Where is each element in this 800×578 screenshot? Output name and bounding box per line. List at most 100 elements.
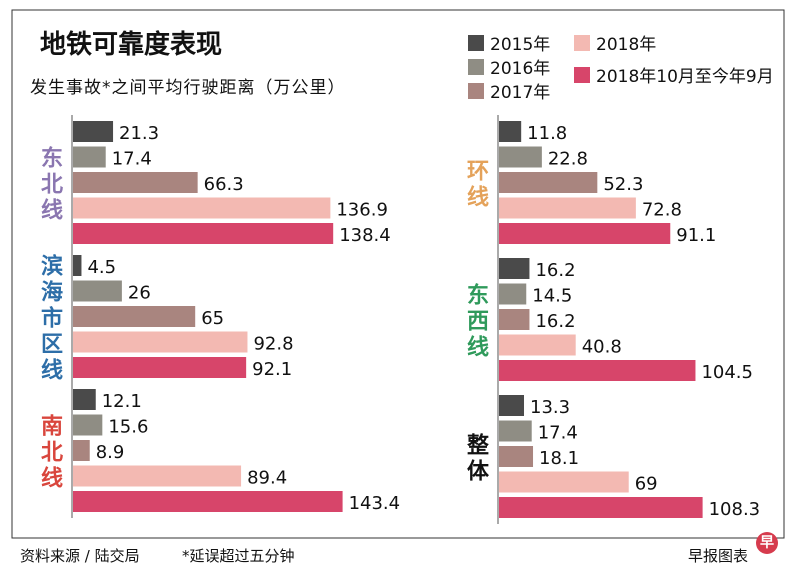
bar-value-label: 92.1 [252,359,292,380]
group-label-char: 线 [41,198,63,224]
group-label-char: 线 [41,466,63,492]
bar [499,334,576,356]
bar-value-label: 17.4 [112,149,152,170]
bar [73,465,242,487]
bar [499,283,527,305]
zaobao-logo: 早 [756,532,778,554]
credit: 早报图表 [688,547,749,565]
bar-value-label: 143.4 [349,493,401,514]
bar [73,357,247,378]
bar [73,414,103,436]
group-label-char: 整 [467,433,489,459]
bar-group: 16.2 14.5 16.2 40.8 104.5 东西线 [467,258,753,383]
bar-value-label: 69 [635,474,658,495]
bar [73,146,106,168]
group-label-char: 海 [41,280,63,306]
group-label-char: 东 [41,146,63,172]
bar [499,309,530,330]
legend-label: 2015年 [490,35,551,55]
bar [499,420,532,442]
group-label-char: 北 [41,441,63,466]
legend-2018: 2018年 [574,30,656,55]
bar-value-label: 52.3 [603,174,643,195]
bar [73,223,334,244]
bar-value-label: 66.3 [204,174,244,195]
bar-value-label: 92.8 [253,334,293,355]
group-label-char: 市 [41,306,63,332]
bar-value-label: 91.1 [676,225,716,246]
bar-value-label: 21.3 [119,123,159,144]
bar-value-label: 104.5 [701,362,753,383]
bar-value-label: 18.1 [539,448,579,469]
bar [499,223,671,244]
bar-value-label: 16.2 [535,260,575,281]
bar-group: 12.1 15.6 8.9 89.4 143.4 南北线 [41,389,400,514]
bar-group: 21.3 17.4 66.3 136.9 138.4 东北线 [41,121,391,246]
bar-value-label: 138.4 [339,225,391,246]
group-label-char: 环 [467,160,489,185]
bar-value-label: 15.6 [108,417,148,438]
bar-group: 11.8 22.8 52.3 72.8 91.1 环线 [467,121,716,246]
bar-chart: 21.317.466.3136.9138.4东北线4.5266592.892.1… [41,115,760,524]
bar [73,331,248,353]
legend-2016: 2016年 [468,54,550,79]
bar [73,255,82,276]
legend-2015: 2015年 [468,30,550,55]
bar-value-label: 65 [201,308,224,329]
legend-swatch [468,58,484,75]
footnote: *延误超过五分钟 [182,547,295,565]
legend-swatch [468,82,484,99]
bar [73,280,122,302]
bar-value-label: 14.5 [532,286,572,307]
bar-value-label: 136.9 [336,200,388,221]
bar [499,172,598,193]
group-label-char: 西 [467,310,489,335]
legend-label: 2018年 [596,35,657,55]
group-label-char: 南 [41,415,63,440]
source-note: 资料来源 / 陆交局 [20,547,140,565]
group-label-char: 区 [41,333,63,358]
bar [73,197,331,219]
bar-group: 13.3 17.4 18.1 69 108.3 整体 [467,395,760,520]
group-label-char: 东 [467,283,489,309]
bar [499,395,525,416]
bar-value-label: 11.8 [527,123,567,144]
chart-subtitle: 发生事故*之间平均行驶距离（万公里） [30,78,346,98]
bar-value-label: 72.8 [642,200,682,221]
bar-value-label: 13.3 [530,397,570,418]
bar [499,197,636,219]
group-label-char: 线 [41,358,63,384]
group-label-char: 线 [467,185,489,211]
bar [499,471,629,493]
bar-value-label: 12.1 [102,391,142,412]
group-label-char: 体 [467,460,490,485]
legend-label: 2016年 [490,59,551,79]
bar [73,389,96,410]
bar [499,146,542,168]
bar-value-label: 26 [128,283,151,304]
legend-swatch [574,66,590,83]
legend-label: 2017年 [490,83,551,103]
bar-value-label: 89.4 [247,468,287,489]
bar-value-label: 108.3 [709,499,761,520]
bar [73,440,90,461]
bar-value-label: 40.8 [582,337,622,358]
bar [499,446,534,467]
bar [73,491,343,512]
bar-value-label: 4.5 [87,257,116,278]
legend-2018-10: 2018年10月至今年9月 [574,62,774,87]
group-label-char: 北 [41,173,63,198]
bar [499,497,703,518]
group-label-char: 线 [467,335,489,361]
page-title: 地铁可靠度表现 [40,30,223,60]
bar-value-label: 16.2 [535,311,575,332]
legend-swatch [574,34,590,51]
legend-2017: 2017年 [468,78,550,103]
bar [499,258,530,279]
group-label-char: 滨 [41,254,63,280]
bar [73,121,114,142]
legend-label: 2018年10月至今年9月 [596,67,774,87]
bar [499,121,522,142]
